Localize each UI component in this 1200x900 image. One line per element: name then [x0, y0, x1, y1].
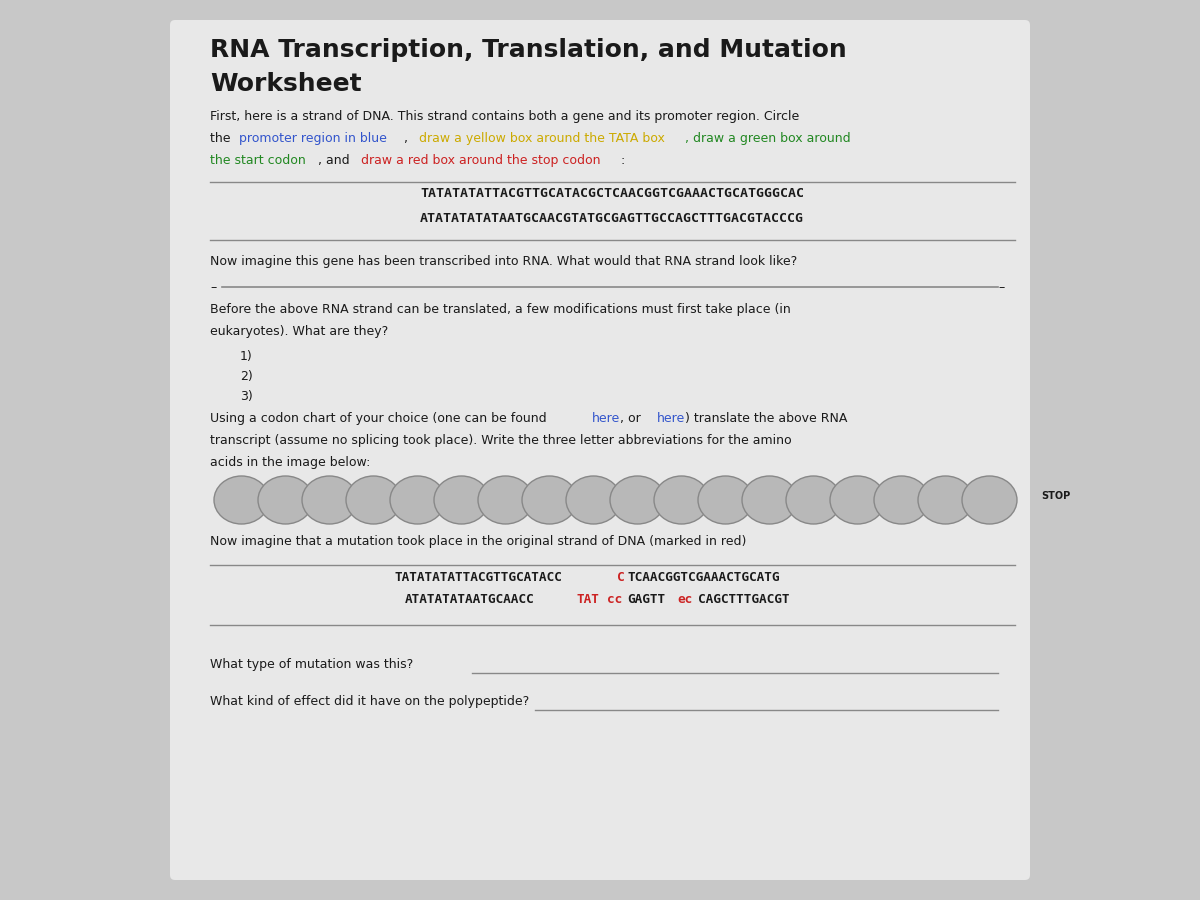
Ellipse shape — [522, 476, 577, 524]
Ellipse shape — [830, 476, 884, 524]
Text: RNA Transcription, Translation, and Mutation: RNA Transcription, Translation, and Muta… — [210, 38, 847, 62]
Ellipse shape — [302, 476, 358, 524]
Text: 3): 3) — [240, 390, 253, 403]
Text: –: – — [998, 281, 1004, 294]
Text: acids in the image below:: acids in the image below: — [210, 456, 371, 469]
Text: transcript (assume no splicing took place). Write the three letter abbreviations: transcript (assume no splicing took plac… — [210, 434, 792, 447]
Text: promoter region in blue: promoter region in blue — [239, 132, 386, 145]
Text: the: the — [210, 132, 234, 145]
Text: draw a red box around the stop codon: draw a red box around the stop codon — [361, 154, 601, 167]
Ellipse shape — [786, 476, 841, 524]
Text: here: here — [592, 412, 620, 425]
Ellipse shape — [478, 476, 533, 524]
Text: STOP: STOP — [1042, 491, 1070, 501]
FancyBboxPatch shape — [170, 20, 1030, 880]
Text: First, here is a strand of DNA. This strand contains both a gene and its promote: First, here is a strand of DNA. This str… — [210, 110, 799, 123]
Text: Before the above RNA strand can be translated, a few modifications must first ta: Before the above RNA strand can be trans… — [210, 303, 791, 316]
Ellipse shape — [258, 476, 313, 524]
Ellipse shape — [610, 476, 665, 524]
Text: What type of mutation was this?: What type of mutation was this? — [210, 658, 413, 671]
Ellipse shape — [874, 476, 929, 524]
Ellipse shape — [434, 476, 490, 524]
Text: here: here — [656, 412, 685, 425]
Ellipse shape — [698, 476, 754, 524]
Text: GAGTT: GAGTT — [628, 593, 665, 606]
Text: , draw a green box around: , draw a green box around — [685, 132, 851, 145]
Ellipse shape — [346, 476, 401, 524]
Text: , and: , and — [318, 154, 354, 167]
Ellipse shape — [962, 476, 1018, 524]
Ellipse shape — [390, 476, 445, 524]
Text: Worksheet: Worksheet — [210, 72, 361, 96]
Ellipse shape — [742, 476, 797, 524]
Text: Now imagine this gene has been transcribed into RNA. What would that RNA strand : Now imagine this gene has been transcrib… — [210, 255, 797, 268]
Text: ,: , — [404, 132, 413, 145]
Text: :: : — [620, 154, 625, 167]
Ellipse shape — [918, 476, 973, 524]
Text: ATATATATAATGCAACC: ATATATATAATGCAACC — [404, 593, 534, 606]
Text: TAT: TAT — [577, 593, 600, 606]
Text: ec: ec — [678, 593, 692, 606]
Text: TATATATATTACGTTGCATACGCTCAACGGTCGAAACTGCATGGGCAC: TATATATATTACGTTGCATACGCTCAACGGTCGAAACTGC… — [420, 187, 804, 200]
Text: 1): 1) — [240, 350, 253, 363]
Text: C: C — [617, 571, 625, 584]
Text: cc: cc — [607, 593, 623, 606]
Ellipse shape — [214, 476, 269, 524]
Text: TATATATATTACGTTGCATACC: TATATATATTACGTTGCATACC — [395, 571, 563, 584]
Text: CAGCTTTGACGT: CAGCTTTGACGT — [698, 593, 790, 606]
Text: ATATATATATAATGCAACGTATGCGAGTTGCCAGCTTTGACGTACCCG: ATATATATATAATGCAACGTATGCGAGTTGCCAGCTTTGA… — [420, 212, 804, 225]
Text: eukaryotes). What are they?: eukaryotes). What are they? — [210, 325, 389, 338]
Text: Using a codon chart of your choice (one can be found: Using a codon chart of your choice (one … — [210, 412, 551, 425]
Ellipse shape — [566, 476, 622, 524]
Ellipse shape — [654, 476, 709, 524]
Text: draw a yellow box around the TATA box: draw a yellow box around the TATA box — [419, 132, 665, 145]
Text: ) translate the above RNA: ) translate the above RNA — [685, 412, 847, 425]
Text: , or: , or — [620, 412, 646, 425]
Text: What kind of effect did it have on the polypeptide?: What kind of effect did it have on the p… — [210, 695, 529, 708]
Text: the start codon: the start codon — [210, 154, 306, 167]
Text: –: – — [210, 281, 216, 294]
Text: TCAACGGTCGAAACTGCATG: TCAACGGTCGAAACTGCATG — [628, 571, 780, 584]
Text: 2): 2) — [240, 370, 253, 383]
Text: Now imagine that a mutation took place in the original strand of DNA (marked in : Now imagine that a mutation took place i… — [210, 535, 746, 548]
